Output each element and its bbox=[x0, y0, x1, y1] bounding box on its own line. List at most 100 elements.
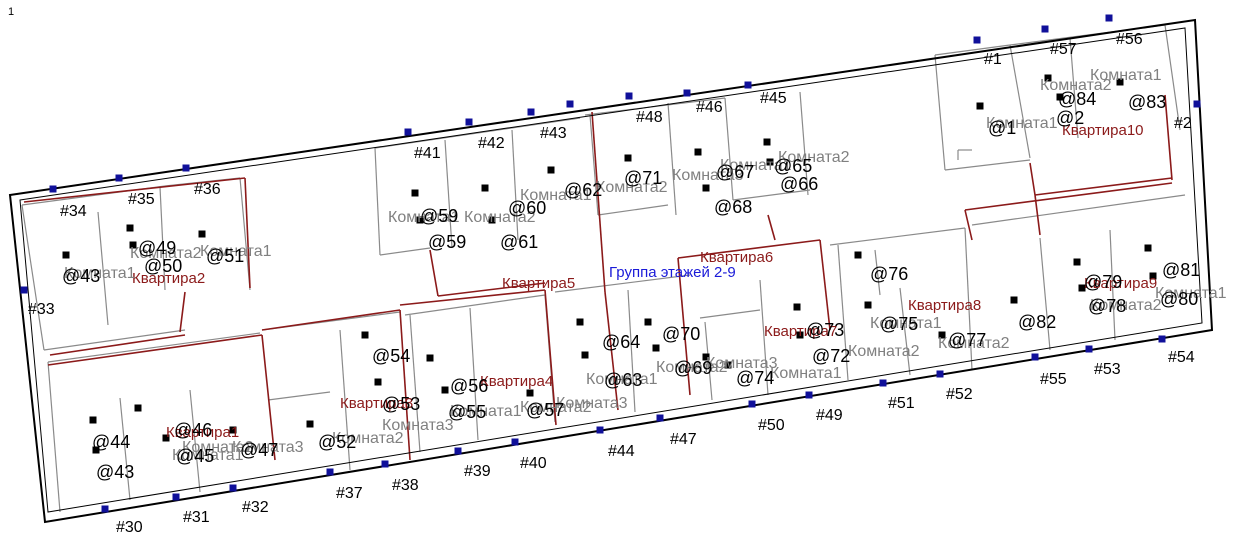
wall-line bbox=[704, 321, 713, 401]
point-label: @73 bbox=[806, 320, 844, 340]
point-label: @49 bbox=[138, 238, 176, 258]
room-label: Комната1 bbox=[720, 157, 792, 174]
point-marker bbox=[576, 318, 584, 326]
point-marker bbox=[581, 351, 589, 359]
station-marker bbox=[1031, 353, 1039, 361]
apartment-label: Квартира4 bbox=[480, 373, 553, 390]
wall-line bbox=[1109, 229, 1116, 341]
wall-line bbox=[1069, 37, 1079, 139]
wall-line bbox=[964, 227, 973, 371]
apartment-boundary-line bbox=[604, 291, 619, 411]
station-marker bbox=[1105, 14, 1113, 22]
wall-line bbox=[874, 249, 881, 296]
point-marker bbox=[374, 378, 382, 386]
point-label: @83 bbox=[1128, 92, 1166, 112]
apartment-boundary-line bbox=[261, 334, 276, 461]
room-label: Комната1 bbox=[520, 187, 592, 204]
point-label: @50 bbox=[144, 256, 182, 276]
point-label: @43 bbox=[62, 266, 100, 286]
wall-line bbox=[239, 177, 251, 291]
station-label: #57 bbox=[1050, 41, 1077, 58]
point-label: @79 bbox=[1084, 272, 1122, 292]
apartment-label: Квартира7 bbox=[764, 323, 837, 340]
point-marker bbox=[702, 184, 710, 192]
room-label: Комната1 bbox=[172, 447, 244, 464]
point-marker bbox=[864, 301, 872, 309]
apartment-boundary-line bbox=[1034, 194, 1041, 236]
apartment-boundary-line bbox=[437, 282, 546, 297]
room-label: Комната1 bbox=[770, 365, 842, 382]
building-inner-outline bbox=[19, 27, 1203, 513]
apartment-label: Квартира3 bbox=[340, 395, 413, 412]
station-marker bbox=[625, 92, 633, 100]
station-label: #53 bbox=[1094, 361, 1121, 378]
room-label: Комната1 bbox=[986, 115, 1058, 132]
station-marker bbox=[744, 81, 752, 89]
room-label: Комната1 bbox=[586, 371, 658, 388]
room-label: Комната2 bbox=[182, 439, 254, 456]
point-marker bbox=[624, 154, 632, 162]
station-label: #48 bbox=[636, 109, 663, 126]
station-label: #54 bbox=[1168, 349, 1195, 366]
apartment-boundary-line bbox=[244, 177, 251, 289]
point-label: @78 bbox=[1088, 296, 1126, 316]
room-label: Комната1 bbox=[870, 315, 942, 332]
point-marker bbox=[644, 318, 652, 326]
point-marker bbox=[1044, 74, 1052, 82]
apartment-boundary-line bbox=[677, 257, 691, 396]
wall-line bbox=[159, 186, 166, 291]
wall-line bbox=[934, 44, 1011, 56]
station-marker bbox=[182, 164, 190, 172]
point-marker bbox=[306, 420, 314, 428]
station-label: #47 bbox=[670, 431, 697, 448]
station-label: #36 bbox=[194, 181, 221, 198]
point-label: @71 bbox=[624, 168, 662, 188]
room-label: Комната2 bbox=[332, 430, 404, 447]
station-label: #44 bbox=[608, 443, 635, 460]
point-marker bbox=[134, 404, 142, 412]
wall-line bbox=[404, 294, 546, 316]
point-label: @76 bbox=[870, 264, 908, 284]
station-marker bbox=[1085, 345, 1093, 353]
point-label: @81 bbox=[1162, 260, 1200, 280]
point-marker bbox=[426, 354, 434, 362]
wall-line bbox=[21, 204, 45, 351]
point-label: @84 bbox=[1058, 89, 1096, 109]
point-marker bbox=[1116, 78, 1124, 86]
point-marker bbox=[411, 189, 419, 197]
apartment-boundary-line bbox=[261, 309, 401, 331]
wall-line bbox=[374, 147, 381, 256]
apartment-boundary-line bbox=[819, 239, 831, 331]
station-marker bbox=[1193, 100, 1201, 108]
room-label: Комната2 bbox=[938, 335, 1010, 352]
point-markers bbox=[62, 74, 1157, 454]
room-label: Комната3 bbox=[556, 395, 628, 412]
point-label: @65 bbox=[774, 156, 812, 176]
point-label: @80 bbox=[1160, 289, 1198, 309]
station-label: #41 bbox=[414, 145, 441, 162]
station-marker bbox=[805, 391, 813, 399]
point-marker bbox=[488, 216, 496, 224]
wall-line bbox=[627, 289, 636, 413]
wall-line bbox=[829, 227, 966, 246]
room-label: Комната2 bbox=[848, 343, 920, 360]
point-marker bbox=[129, 241, 137, 249]
wall-line bbox=[837, 244, 849, 381]
station-marker bbox=[101, 505, 109, 513]
apartment-boundary-line bbox=[47, 334, 263, 366]
apartment-boundary-line bbox=[399, 309, 411, 461]
station-marker bbox=[527, 108, 535, 116]
apartment-boundary-line bbox=[1029, 162, 1036, 196]
apartment-label: Квартира10 bbox=[1062, 122, 1144, 139]
wall-line bbox=[667, 102, 677, 216]
point-label: @63 bbox=[604, 370, 642, 390]
wall-line bbox=[1164, 24, 1181, 131]
station-marker bbox=[404, 128, 412, 136]
room-label: Комната1 bbox=[200, 243, 272, 260]
floor-group-label: Группа этажей 2-9 bbox=[609, 264, 736, 281]
wall-line bbox=[589, 114, 599, 216]
station-marker bbox=[879, 379, 887, 387]
apartment-boundary-line bbox=[1034, 177, 1173, 196]
room-label: Комната2 bbox=[1090, 297, 1162, 314]
